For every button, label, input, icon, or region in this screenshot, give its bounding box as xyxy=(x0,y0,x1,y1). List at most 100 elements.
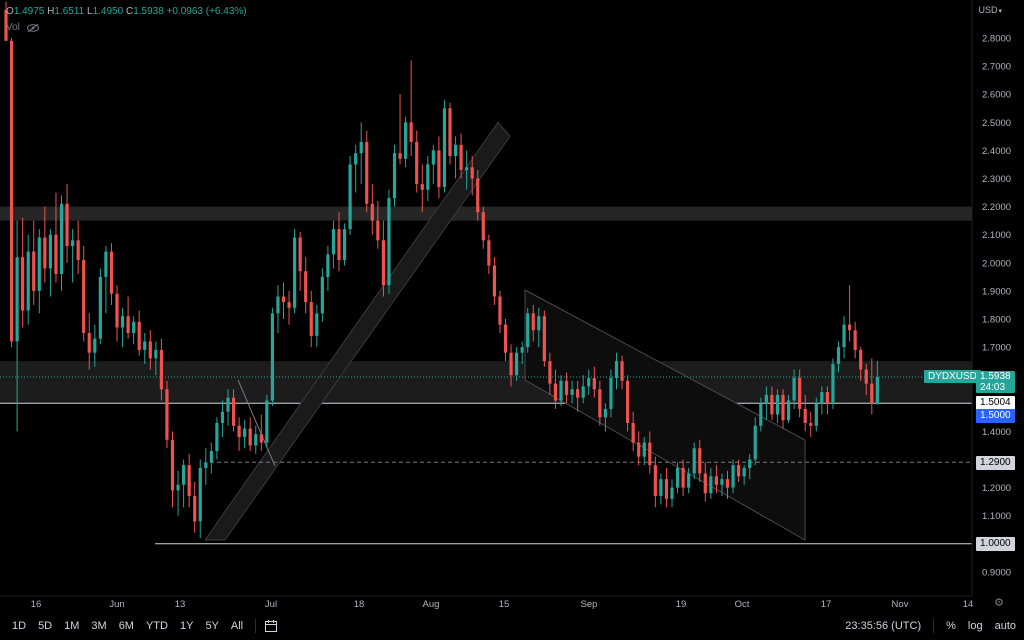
candle-body xyxy=(626,380,630,423)
volume-label: Vol xyxy=(6,22,20,33)
candle-body xyxy=(637,442,641,457)
ohlc-legend: O1.4975 H1.6511 L1.4950 C1.5938 +0.0963 … xyxy=(6,6,247,17)
candle-body xyxy=(748,459,752,468)
candle-body xyxy=(82,259,86,334)
candle-body xyxy=(481,212,485,241)
candle-body xyxy=(365,141,369,204)
candle-body xyxy=(725,479,730,488)
time-tick-label: 18 xyxy=(354,599,365,610)
eye-hidden-icon[interactable] xyxy=(26,23,40,33)
resistance-zone xyxy=(0,206,972,221)
candle-body xyxy=(675,467,680,488)
candle-body xyxy=(48,234,52,269)
chevron-down-icon: ▾ xyxy=(998,8,1002,15)
candle-body xyxy=(770,394,774,415)
candle-body xyxy=(848,324,852,331)
candle-body xyxy=(215,422,219,452)
timeframe-6m[interactable]: 6M xyxy=(118,620,134,632)
candle-body xyxy=(137,321,141,350)
rising-channel xyxy=(204,121,511,541)
candle-body xyxy=(387,198,391,286)
price-tick-label: 0.9000 xyxy=(982,567,1011,578)
candle-body xyxy=(298,237,302,272)
candle-body xyxy=(259,434,263,443)
time-tick-label: Nov xyxy=(892,599,909,610)
time-tick-label: 16 xyxy=(31,599,42,610)
candle-body xyxy=(798,378,802,409)
candle-body xyxy=(21,257,25,311)
candle-body xyxy=(182,465,186,485)
level-tag-c: 1.2900 xyxy=(976,456,1015,470)
timeframe-group: 1D 5D 1M 3M 6M YTD 1Y 5Y All xyxy=(6,620,249,632)
clock-time[interactable]: 23:35:56 (UTC) xyxy=(845,620,922,632)
price-tick-label: 2.6000 xyxy=(982,90,1011,101)
timeframe-1m[interactable]: 1M xyxy=(64,620,80,632)
trend-line xyxy=(237,379,276,467)
candle-body xyxy=(603,408,607,418)
time-tick-label: 15 xyxy=(499,599,510,610)
candle-body xyxy=(465,167,469,171)
gear-icon[interactable]: ⚙ xyxy=(994,597,1004,609)
candle-body xyxy=(764,394,768,404)
candles-layer xyxy=(4,1,879,539)
timeframe-all[interactable]: All xyxy=(230,620,244,632)
currency-selector[interactable]: USD▾ xyxy=(978,5,1002,15)
level-tag-a: 1.5004 xyxy=(976,396,1015,410)
candle-body xyxy=(753,425,757,460)
time-axis[interactable]: 16 Jun 13 Jul 18 Aug 15 Sep 19 Oct 17 Nov 14 xyxy=(0,595,974,610)
timeframe-1y[interactable]: 1Y xyxy=(179,620,194,632)
time-tick-label: 17 xyxy=(821,599,832,610)
level-tag-d: 1.0000 xyxy=(976,537,1015,551)
candle-body xyxy=(165,389,169,440)
price-tick-label: 1.4000 xyxy=(982,427,1011,438)
candle-body xyxy=(581,386,585,398)
timeframe-1d[interactable]: 1D xyxy=(12,620,27,632)
price-tick-label: 2.7000 xyxy=(982,62,1011,73)
candle-body xyxy=(76,240,80,260)
candle-body xyxy=(342,229,347,260)
candle-body xyxy=(326,254,330,277)
candle-body xyxy=(359,141,363,154)
candle-body xyxy=(620,361,624,381)
candle-body xyxy=(587,378,591,387)
timeframe-3m[interactable]: 3M xyxy=(91,620,107,632)
candle-body xyxy=(864,369,868,384)
candle-body xyxy=(32,251,36,291)
auto-toggle[interactable]: auto xyxy=(994,620,1016,632)
log-toggle[interactable]: log xyxy=(967,620,983,632)
candle-body xyxy=(659,479,663,497)
candle-body xyxy=(320,276,324,314)
candle-body xyxy=(492,265,496,297)
price-tick-label: 2.1000 xyxy=(982,230,1011,241)
candle-body xyxy=(115,293,119,328)
candle-body xyxy=(381,240,385,286)
candle-body xyxy=(409,122,413,142)
candle-body xyxy=(265,400,269,443)
timeframe-5y[interactable]: 5Y xyxy=(205,620,219,632)
candle-body xyxy=(87,333,91,353)
candle-body xyxy=(453,144,458,157)
price-chart[interactable]: 2.8000 2.7000 2.6000 2.5000 2.4000 2.3000 2.20… xyxy=(0,0,1024,612)
time-tick-label: 14 xyxy=(963,599,974,610)
candle-body xyxy=(276,296,280,314)
candle-body xyxy=(859,349,863,370)
candle-body xyxy=(254,434,258,446)
price-tick-label: 2.3000 xyxy=(982,174,1011,185)
level-tag-b: 1.5000 xyxy=(976,409,1015,423)
timeframe-ytd[interactable]: YTD xyxy=(145,620,168,632)
timeframe-5d[interactable]: 5D xyxy=(38,620,53,632)
candle-body xyxy=(59,203,64,275)
calendar-range-icon[interactable] xyxy=(264,619,278,633)
candle-body xyxy=(437,150,441,187)
candle-body xyxy=(148,341,152,359)
price-axis[interactable]: 2.8000 2.7000 2.6000 2.5000 2.4000 2.3000 2.20… xyxy=(971,0,1011,596)
candle-body xyxy=(293,237,297,308)
candle-body xyxy=(542,316,546,362)
candle-body xyxy=(548,361,552,384)
candle-body xyxy=(331,229,336,255)
candle-body xyxy=(442,108,447,187)
falling-channel xyxy=(524,289,806,541)
price-tick-label: 1.1000 xyxy=(982,511,1011,522)
percent-toggle[interactable]: % xyxy=(946,620,956,632)
candle-body xyxy=(526,313,530,348)
